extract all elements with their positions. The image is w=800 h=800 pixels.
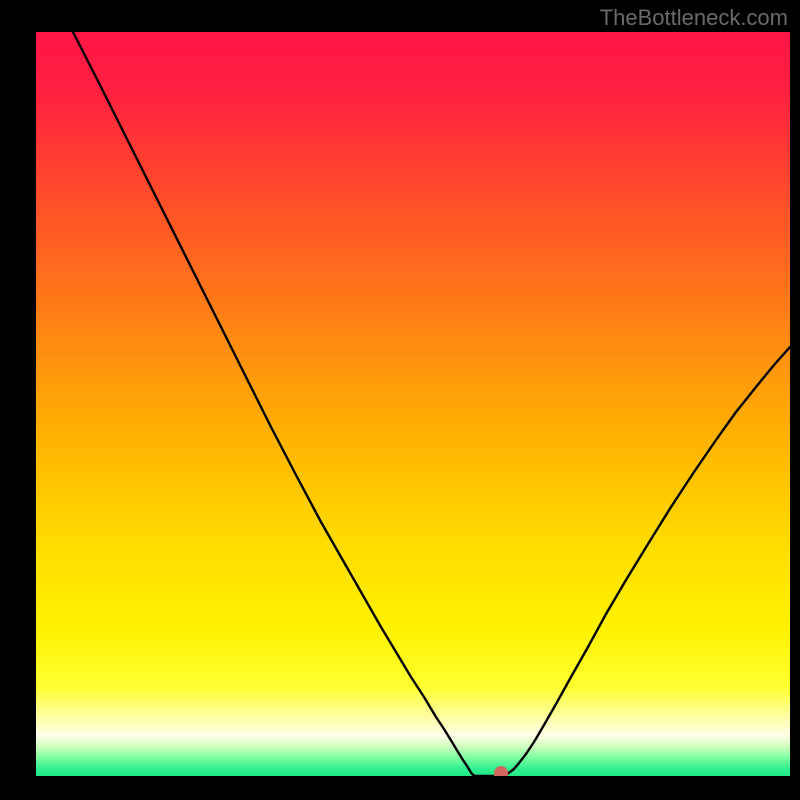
plot-area [36, 32, 790, 776]
minimum-marker [494, 766, 508, 776]
bottleneck-curve [73, 32, 790, 776]
watermark-text: TheBottleneck.com [600, 5, 788, 31]
chart-frame: TheBottleneck.com [0, 0, 800, 800]
curve-svg [36, 32, 790, 776]
